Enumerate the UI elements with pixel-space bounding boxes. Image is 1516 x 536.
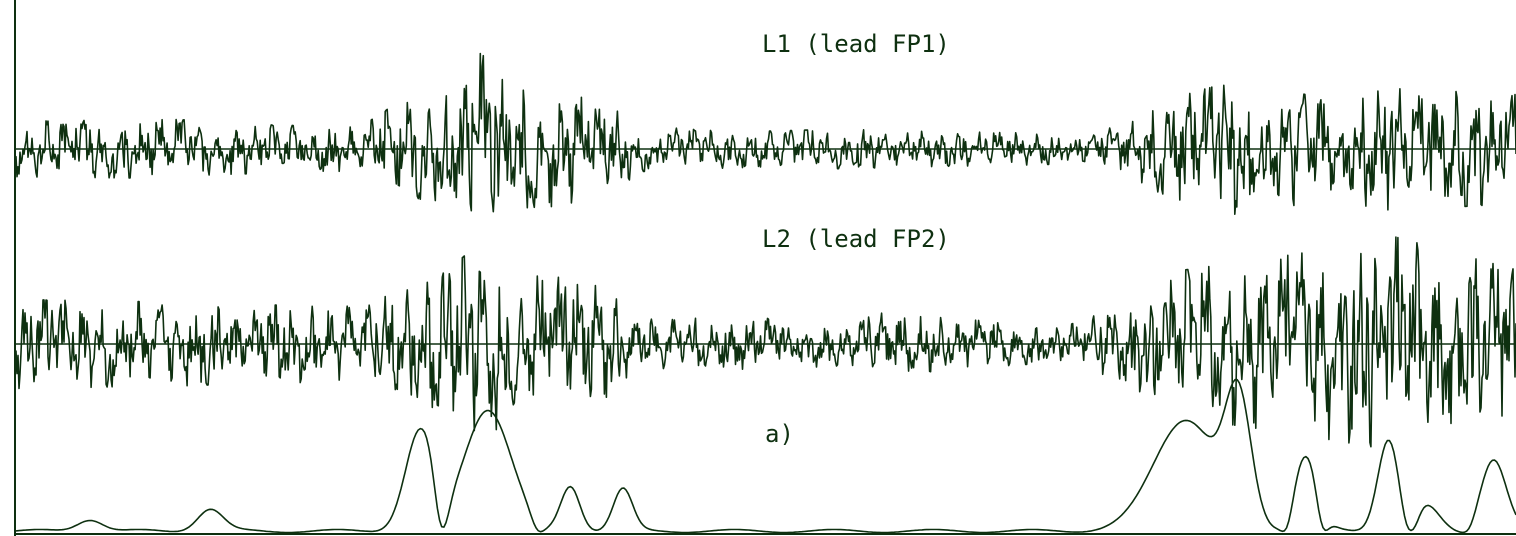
trace-3 <box>14 378 1516 534</box>
trace-group <box>14 52 1516 534</box>
series-label-a: a) <box>765 420 794 448</box>
trace-2 <box>14 236 1516 448</box>
series-label-l1: L1 (lead FP1) <box>762 30 950 58</box>
trace-1 <box>14 52 1516 215</box>
series-label-l2: L2 (lead FP2) <box>762 225 950 253</box>
